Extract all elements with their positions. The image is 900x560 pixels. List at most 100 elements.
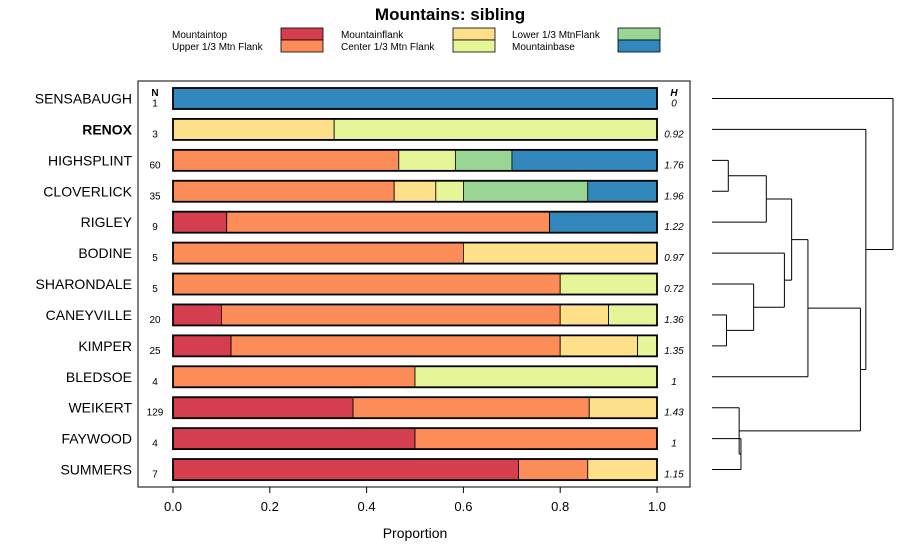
bar-segment-cloverlick-center-1-3-mtn-flank [435, 180, 464, 203]
legend-swatch-lower-1-3-mtnflank [617, 27, 661, 41]
h-value-faywood: 1 [671, 439, 677, 450]
bar-segment-weikert-mountainflank [588, 396, 658, 419]
bar-segment-caneyville-upper-1-3-mtn-flank [220, 304, 561, 326]
dendrogram-link-11 [712, 98, 894, 250]
bar-outline-cloverlick [172, 179, 658, 203]
bar-segment-bledsoe-upper-1-3-mtn-flank [172, 365, 416, 388]
bar-segment-rigley-mountaintop [172, 211, 228, 234]
bar-segment-rigley-upper-1-3-mtn-flank [226, 211, 550, 234]
row-bodine: BODINE 5 0.97 [78, 241, 684, 265]
legend-label-mountainbase: Mountainbase [512, 42, 575, 53]
bar-segment-caneyville-center-1-3-mtn-flank [608, 304, 658, 326]
bar-segment-bledsoe-center-1-3-mtn-flank [414, 365, 658, 388]
x-axis: 0.0 0.2 0.4 0.6 0.8 1.0 [164, 487, 666, 514]
h-value-renox: 0.92 [664, 129, 684, 140]
bar-segment-rigley-mountainbase [549, 211, 658, 234]
category-label-faywood: FAYWOOD [61, 431, 132, 447]
h-value-bodine: 0.97 [664, 253, 684, 264]
dendrogram-link-5 [712, 407, 741, 455]
legend-label-mountainflank: Mountainflank [341, 30, 404, 41]
dendrogram [712, 98, 894, 471]
h-value-summers: 1.15 [664, 470, 684, 481]
legend-swatch-mountainbase [617, 39, 661, 53]
n-value-cloverlick: 35 [149, 191, 161, 202]
row-summers: SUMMERS 7 1.15 [60, 458, 684, 481]
category-label-bledsoe: BLEDSOE [66, 369, 132, 385]
dendrogram-link-9 [739, 307, 861, 432]
legend-label-center-1-3-mtn-flank: Center 1/3 Mtn Flank [341, 42, 435, 53]
dendrogram-link-1 [712, 314, 727, 347]
category-label-cloverlick: CLOVERLICK [43, 183, 132, 199]
category-label-highsplint: HIGHSPLINT [48, 152, 132, 168]
n-value-rigley: 9 [152, 222, 158, 233]
legend-swatch-mountaintop [280, 27, 324, 41]
n-value-caneyville: 20 [149, 315, 161, 326]
bar-segment-weikert-mountaintop [172, 396, 354, 419]
bar-rows: SENSABAUGH 1 0 RENOX 3 0.92 HIGHSPLINT 60 1.76 CL… [35, 87, 684, 481]
row-faywood: FAYWOOD 4 1 [61, 427, 677, 451]
x-tick-label: 0.2 [261, 499, 279, 514]
category-label-kimper: KIMPER [78, 338, 132, 354]
bar-outline-bodine [172, 241, 658, 265]
bar-segment-cloverlick-lower-1-3-mtnflank [462, 180, 589, 203]
x-tick-label: 0.8 [551, 499, 569, 514]
h-value-rigley: 1.22 [664, 222, 684, 233]
bar-segment-renox-mountainflank [172, 118, 335, 141]
bar-outline-bledsoe [172, 365, 658, 389]
n-value-bledsoe: 4 [152, 377, 158, 388]
n-value-sensabaugh: 1 [152, 99, 158, 110]
h-value-highsplint: 1.76 [664, 160, 684, 171]
n-value-bodine: 5 [152, 253, 158, 264]
n-value-summers: 7 [152, 470, 158, 481]
bar-segment-sharondale-center-1-3-mtn-flank [559, 273, 658, 295]
bar-segment-caneyville-mountainflank [559, 304, 610, 326]
bar-segment-sharondale-upper-1-3-mtn-flank [172, 273, 561, 295]
x-tick-label: 1.0 [648, 499, 666, 514]
n-value-kimper: 25 [149, 346, 161, 357]
bar-segment-cloverlick-mountainflank [393, 180, 437, 203]
bar-segment-summers-upper-1-3-mtn-flank [518, 458, 589, 481]
bar-segment-highsplint-upper-1-3-mtn-flank [172, 149, 400, 172]
legend-swatch-center-1-3-mtn-flank [452, 39, 496, 53]
bar-outline-caneyville [172, 303, 658, 327]
bar-segment-kimper-mountaintop [172, 334, 232, 357]
dendrogram-link-2 [712, 438, 742, 471]
row-weikert: WEIKERT 129 1.43 [68, 396, 684, 420]
category-label-renox: RENOX [82, 121, 132, 137]
bar-segment-cloverlick-mountainbase [587, 180, 658, 203]
legend-label-mountaintop: Mountaintop [172, 30, 227, 41]
bar-segment-kimper-upper-1-3-mtn-flank [230, 334, 561, 357]
bar-outline-highsplint [172, 148, 658, 172]
n-column-header: N [151, 88, 158, 99]
row-renox: RENOX 3 0.92 [82, 118, 684, 141]
bar-segment-caneyville-mountaintop [172, 304, 222, 326]
category-label-sharondale: SHARONDALE [36, 276, 132, 292]
n-value-renox: 3 [152, 129, 158, 140]
bar-outline-sensabaugh [172, 87, 658, 110]
legend-swatch-upper-1-3-mtn-flank [280, 39, 324, 53]
bar-segment-kimper-mountainflank [559, 334, 639, 357]
h-value-bledsoe: 1 [671, 377, 677, 388]
bar-segment-highsplint-center-1-3-mtn-flank [398, 149, 456, 172]
bar-segment-highsplint-lower-1-3-mtnflank [454, 149, 513, 172]
n-value-faywood: 4 [152, 439, 158, 450]
bar-segment-faywood-mountaintop [172, 427, 416, 450]
h-value-sensabaugh: 0 [671, 99, 677, 110]
h-value-sharondale: 0.72 [664, 284, 684, 295]
chart-title: Mountains: sibling [375, 5, 525, 24]
row-sharondale: SHARONDALE 5 0.72 [36, 272, 684, 296]
bar-outline-faywood [172, 427, 658, 451]
dendrogram-link-6 [712, 252, 785, 308]
legend-label-lower-1-3-mtnflank: Lower 1/3 MtnFlank [512, 30, 601, 41]
row-rigley: RIGLEY 9 1.22 [81, 210, 684, 234]
bar-segment-highsplint-mountainbase [511, 149, 658, 172]
h-value-caneyville: 1.36 [664, 315, 684, 326]
n-value-highsplint: 60 [149, 160, 161, 171]
dendrogram-link-8 [712, 239, 809, 378]
dendrogram-link-10 [712, 128, 867, 371]
dendrogram-link-7 [766, 198, 793, 281]
row-cloverlick: CLOVERLICK 35 1.96 [43, 179, 684, 203]
category-label-rigley: RIGLEY [81, 214, 133, 230]
x-axis-label: Proportion [383, 525, 448, 541]
